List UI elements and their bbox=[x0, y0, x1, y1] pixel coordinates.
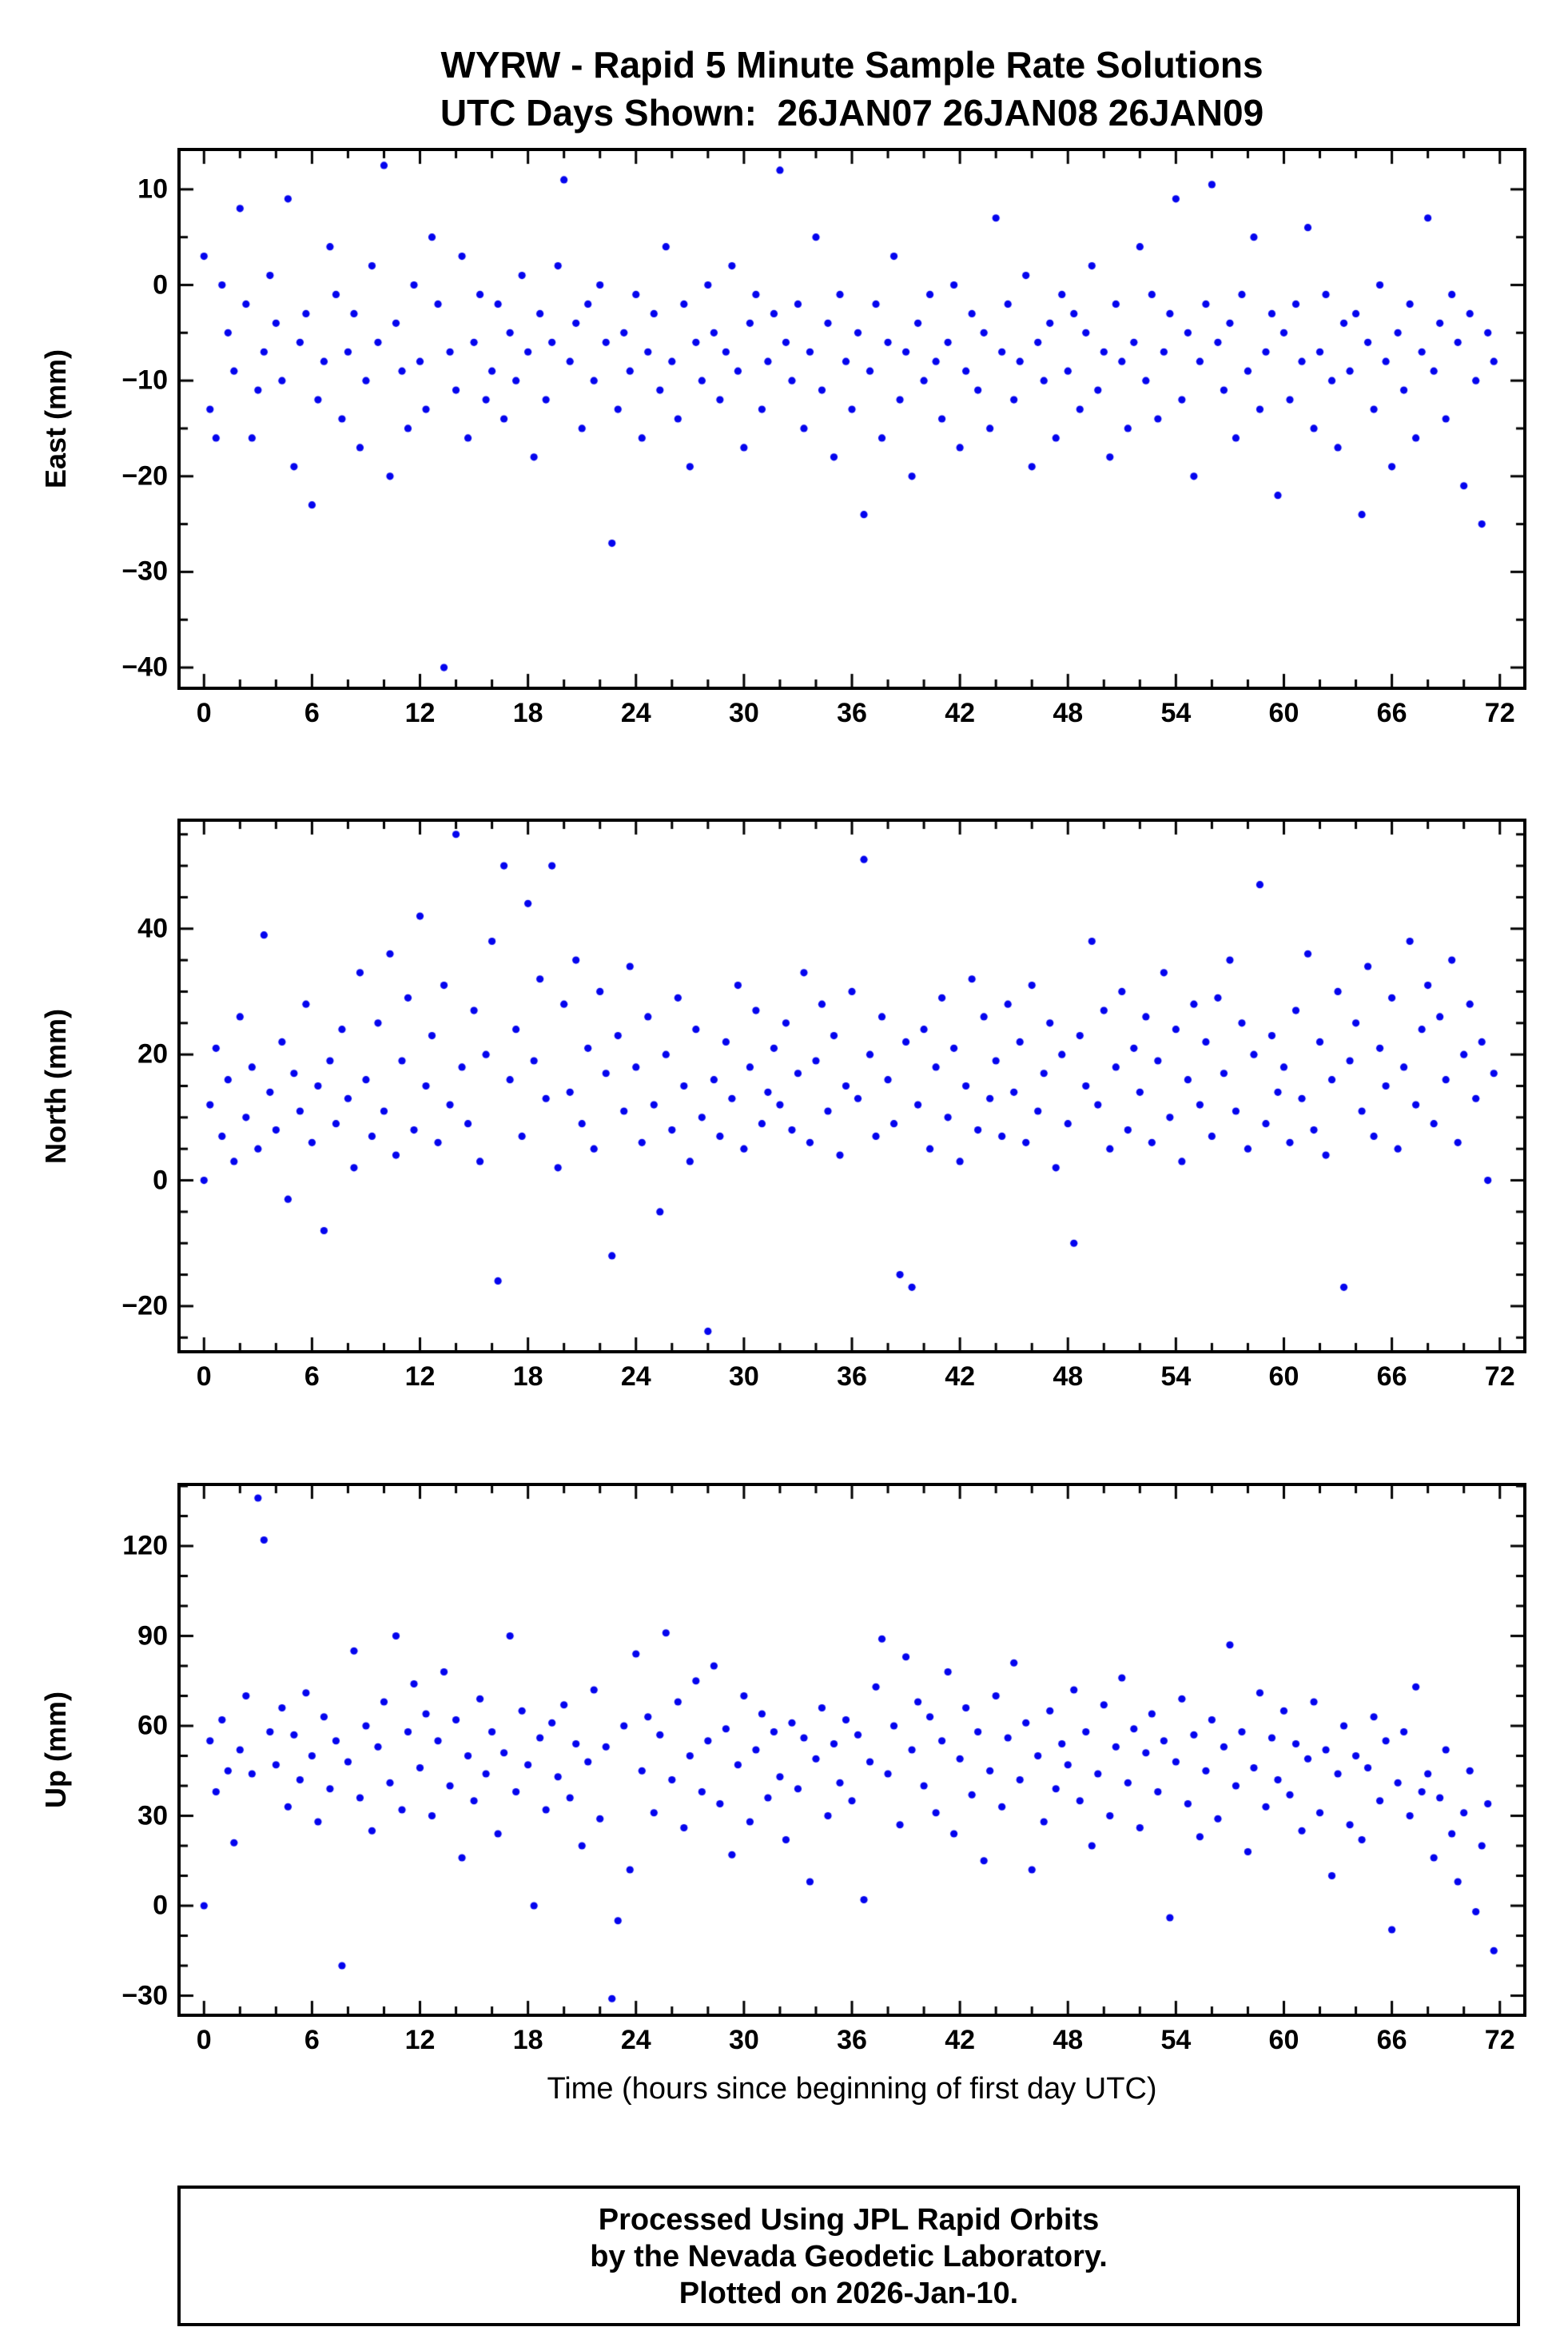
x-tick-label: 24 bbox=[620, 698, 651, 728]
x-tick-label: 30 bbox=[728, 698, 759, 728]
x-tick-label: 36 bbox=[837, 1361, 867, 1392]
y-tick-label: 20 bbox=[137, 1038, 168, 1070]
x-axis-label: Time (hours since beginning of first day… bbox=[547, 2072, 1157, 2106]
x-tick-label: 12 bbox=[404, 1361, 436, 1392]
up-plot-box bbox=[177, 1483, 1526, 2017]
x-tick-label: 60 bbox=[1268, 698, 1299, 728]
footer-line-2: by the Nevada Geodetic Laboratory. bbox=[590, 2240, 1108, 2273]
x-tick-label: 66 bbox=[1376, 2025, 1407, 2055]
x-tick-label: 54 bbox=[1160, 1361, 1192, 1392]
x-tick-label: 42 bbox=[945, 2025, 976, 2055]
x-tick-label: 66 bbox=[1376, 698, 1407, 728]
up-axis-label: Up (mm) bbox=[39, 1691, 72, 1808]
x-tick-label: 6 bbox=[304, 1361, 320, 1392]
x-tick-label: 66 bbox=[1376, 1361, 1407, 1392]
footer-box: Processed Using JPL Rapid Orbits by the … bbox=[177, 2186, 1520, 2326]
x-tick-label: 0 bbox=[196, 698, 212, 728]
x-tick-label: 24 bbox=[620, 1361, 651, 1392]
y-tick-label: 60 bbox=[137, 1710, 168, 1741]
east-plot-box bbox=[177, 148, 1526, 690]
x-tick-label: 54 bbox=[1160, 2025, 1192, 2055]
x-tick-label: 54 bbox=[1160, 698, 1192, 728]
y-tick-label: 40 bbox=[137, 913, 168, 944]
x-tick-label: 60 bbox=[1268, 2025, 1299, 2055]
x-tick-label: 12 bbox=[404, 698, 436, 728]
x-tick-label: 48 bbox=[1053, 2025, 1084, 2055]
x-tick-label: 48 bbox=[1053, 1361, 1084, 1392]
x-tick-label: 72 bbox=[1484, 2025, 1515, 2055]
y-tick-label: 0 bbox=[153, 1890, 168, 1921]
x-tick-label: 60 bbox=[1268, 1361, 1299, 1392]
x-tick-label: 30 bbox=[728, 1361, 759, 1392]
x-tick-label: 36 bbox=[837, 2025, 867, 2055]
x-tick-label: 18 bbox=[512, 1361, 543, 1392]
x-tick-label: 0 bbox=[196, 2025, 212, 2055]
east-plot-canvas bbox=[181, 151, 1523, 687]
y-tick-label: 10 bbox=[137, 173, 168, 205]
y-tick-label: 90 bbox=[137, 1620, 168, 1651]
x-tick-label: 6 bbox=[304, 2025, 320, 2055]
x-tick-label: 12 bbox=[404, 2025, 436, 2055]
x-tick-label: 0 bbox=[196, 1361, 212, 1392]
x-tick-label: 18 bbox=[512, 698, 543, 728]
x-tick-label: 48 bbox=[1053, 698, 1084, 728]
north-axis-label: North (mm) bbox=[39, 1009, 72, 1164]
footer-line-1: Processed Using JPL Rapid Orbits bbox=[598, 2203, 1100, 2237]
y-tick-label: 30 bbox=[137, 1800, 168, 1831]
footer-line-3: Plotted on 2026-Jan-10. bbox=[679, 2277, 1019, 2310]
x-tick-label: 6 bbox=[304, 698, 320, 728]
up-plot-canvas bbox=[181, 1486, 1523, 2014]
y-tick-label: −20 bbox=[121, 1290, 168, 1321]
y-tick-label: −20 bbox=[121, 460, 168, 492]
north-plot-canvas bbox=[181, 822, 1523, 1350]
chart-title-line1: WYRW - Rapid 5 Minute Sample Rate Soluti… bbox=[440, 44, 1264, 86]
east-axis-label: East (mm) bbox=[39, 349, 72, 489]
chart-title-line2: UTC Days Shown: 26JAN07 26JAN08 26JAN09 bbox=[440, 92, 1264, 133]
x-tick-label: 42 bbox=[945, 1361, 976, 1392]
x-tick-label: 30 bbox=[728, 2025, 759, 2055]
north-plot-box bbox=[177, 819, 1526, 1353]
y-tick-label: 0 bbox=[153, 1165, 168, 1196]
x-tick-label: 42 bbox=[945, 698, 976, 728]
y-tick-label: −30 bbox=[121, 556, 168, 587]
y-tick-label: −30 bbox=[121, 1980, 168, 2010]
y-tick-label: −40 bbox=[121, 651, 168, 683]
x-tick-label: 24 bbox=[620, 2025, 651, 2055]
y-tick-label: 120 bbox=[122, 1530, 168, 1561]
x-tick-label: 72 bbox=[1484, 698, 1515, 728]
x-tick-label: 72 bbox=[1484, 1361, 1515, 1392]
y-tick-label: −10 bbox=[121, 365, 168, 396]
y-tick-label: 0 bbox=[153, 269, 168, 300]
x-tick-label: 36 bbox=[837, 698, 867, 728]
x-tick-label: 18 bbox=[512, 2025, 543, 2055]
